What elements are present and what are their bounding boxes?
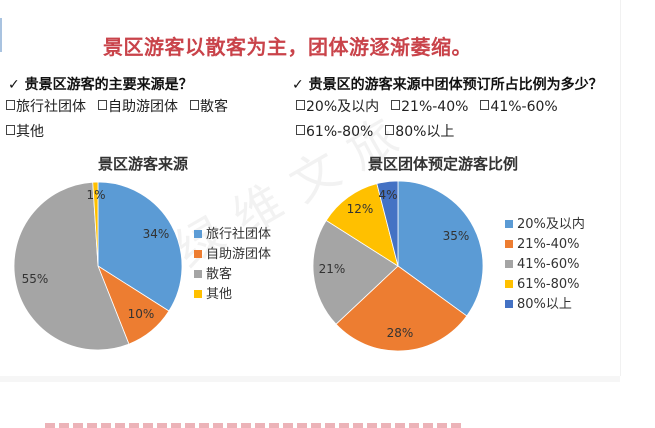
option-41-60[interactable]: 41%-60% [480,99,558,115]
checkbox-icon [385,125,395,135]
checkbox-icon [190,100,199,110]
legend-item: 61%-80% [505,275,585,295]
options-group-ratio: 20%及以内 21%-40% 41%-60% 61%-80% 80%以上 [296,95,596,145]
legend-swatch-icon [505,280,513,288]
legend-label: 61%-80% [517,277,580,292]
pie-slice [325,183,399,267]
checkbox-icon [480,100,490,110]
checkbox-icon [98,100,107,110]
checkbox-icon [391,100,401,110]
legend-swatch-icon [194,270,202,278]
data-label: 10% [128,307,155,321]
pie-slice [13,181,130,351]
option-above-80[interactable]: 80%以上 [385,124,454,140]
option-self-guided-group[interactable]: 自助游团体 [98,99,178,115]
legend-label: 旅行社团体 [206,227,272,242]
legend-item: 自助游团体 [194,245,271,265]
checkbox-icon [296,100,305,110]
slide-bottom-edge [0,376,620,382]
legend-swatch-icon [194,250,202,258]
checkbox-icon [296,125,305,135]
pie-slice [376,180,399,267]
legend-swatch-icon [194,290,202,298]
option-21-40[interactable]: 21%-40% [391,99,468,115]
pie-group-ratio: 35% 28% 21% 12% 4% [312,180,484,352]
legend-visitor-source: 旅行社团体自助游团体散客其他 [194,225,271,305]
legend-item: 21%-40% [505,235,585,255]
data-label: 21% [319,262,346,276]
data-label: 55% [22,272,49,286]
option-20-and-below[interactable]: 20%及以内 [296,99,379,115]
question-group-ratio: ✓ 贵景区的游客来源中团体预订所占比例为多少？ [292,77,603,93]
options-main-source: 旅行社团体 自助游团体 散客其他 [6,95,286,145]
legend-group-ratio: 20%及以内 21%-40% 41%-60% 61%-80% 80%以上 [505,215,585,315]
pie-slice [397,180,484,317]
pie-visitor-source: 34% 10% 55% 1% [13,181,183,351]
legend-swatch-icon [505,240,513,248]
slide-title: 景区游客以散客为主，团体游逐渐萎缩。 [103,35,472,59]
checkbox-icon [6,100,15,110]
legend-label: 21%-40% [517,237,580,252]
option-other[interactable]: 其他 [6,124,44,140]
legend-item: 41%-60% [505,255,585,275]
pie-slice [97,181,183,312]
chart-title-visitor-source: 景区游客来源 [98,155,189,173]
legend-swatch-icon [505,300,513,308]
chart-title-group-ratio: 景区团体预定游客比例 [368,155,519,173]
pie-slice [335,265,468,352]
cut-off-text [45,423,465,428]
pie-slice [92,181,99,267]
accent-bar [0,18,2,52]
option-individual[interactable]: 散客 [190,99,228,115]
data-label: 28% [387,326,414,340]
legend-item: 20%及以内 [505,215,585,235]
legend-label: 80%以上 [517,297,572,312]
legend-label: 其他 [206,287,233,302]
data-label: 1% [86,188,105,202]
legend-label: 自助游团体 [206,247,272,262]
checkbox-icon [6,125,15,135]
legend-label: 散客 [206,267,233,282]
legend-item: 旅行社团体 [194,225,271,245]
data-label: 4% [378,188,397,202]
legend-label: 41%-60% [517,257,580,272]
legend-swatch-icon [505,260,513,268]
data-label: 35% [443,229,470,243]
pie-slice [312,219,399,325]
legend-swatch-icon [194,230,202,238]
legend-item: 80%以上 [505,295,585,315]
legend-item: 散客 [194,265,271,285]
legend-label: 20%及以内 [517,217,585,232]
option-61-80[interactable]: 61%-80% [296,124,373,140]
question-main-source: ✓ 贵景区游客的主要来源是？ [8,77,193,93]
option-travel-agency-group[interactable]: 旅行社团体 [6,99,86,115]
legend-item: 其他 [194,285,271,305]
data-label: 12% [347,202,374,216]
legend-swatch-icon [505,220,513,228]
data-label: 34% [143,227,170,241]
